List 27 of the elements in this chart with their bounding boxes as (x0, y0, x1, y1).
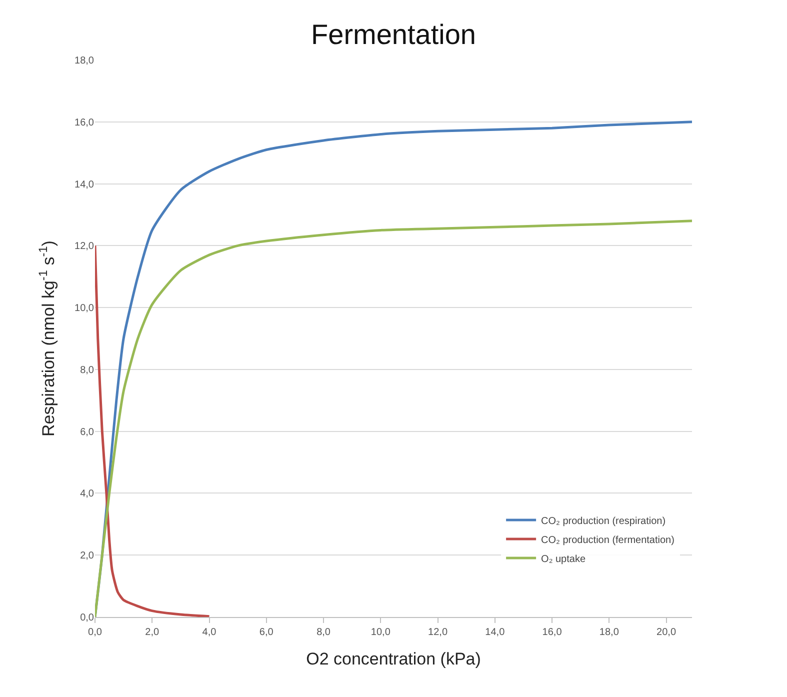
chart-title: Fermentation (311, 18, 476, 50)
y-tick-label: 14,0 (74, 179, 94, 190)
y-tick-label: 12,0 (74, 241, 94, 252)
x-tick-label: 12,0 (428, 627, 448, 638)
x-tick-label: 4,0 (202, 627, 217, 638)
x-tick-label: 16,0 (542, 627, 562, 638)
y-tick-label: 10,0 (74, 303, 94, 314)
y-tick-label: 16,0 (74, 117, 94, 128)
x-tick-label: 2,0 (145, 627, 160, 638)
y-tick-label: 18,0 (74, 56, 94, 66)
line-series (95, 244, 211, 617)
legend-label: CO₂ production (respiration) (541, 516, 666, 527)
y-tick-label: 6,0 (80, 426, 94, 438)
x-tick-label: 18,0 (599, 627, 620, 638)
legend-label: O₂ uptake (541, 554, 586, 565)
y-tick-label: 8,0 (80, 364, 94, 376)
y-tick-label: 2,0 (80, 550, 94, 562)
y-tick-label: 0,0 (80, 612, 94, 624)
x-tick-label: 8,0 (316, 627, 331, 638)
y-tick-label: 4,0 (80, 488, 94, 500)
x-tick-label: 0,0 (88, 627, 102, 638)
x-axis-title: O2 concentration (kPa) (306, 649, 481, 668)
x-tick-label: 10,0 (370, 627, 391, 638)
x-tick-label: 14,0 (485, 627, 506, 638)
x-tick-label: 20,0 (656, 627, 676, 638)
legend-label: CO₂ production (fermentation) (541, 534, 674, 546)
x-tick-label: 6,0 (259, 627, 274, 638)
